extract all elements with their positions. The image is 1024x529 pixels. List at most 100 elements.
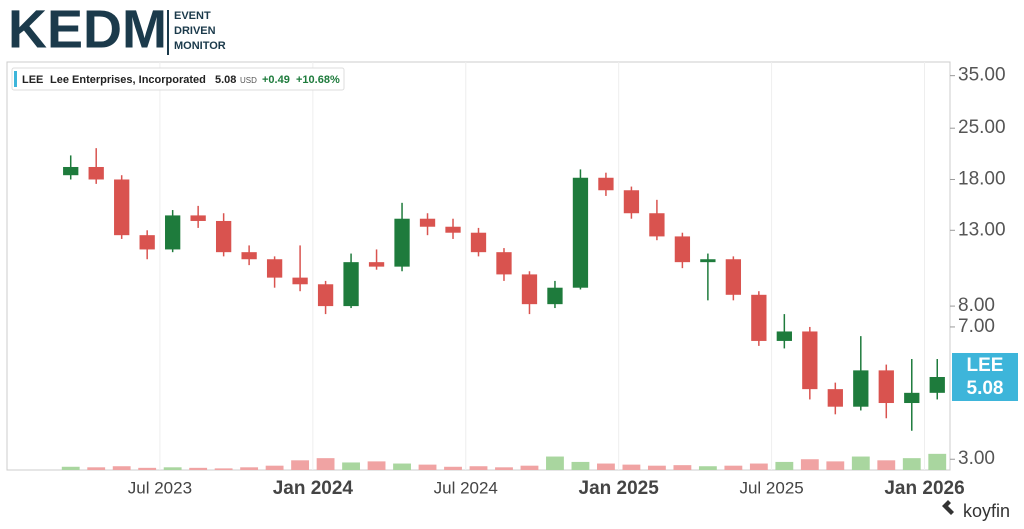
candle-body	[751, 294, 767, 341]
price-tag-price: 5.08	[967, 378, 1004, 399]
candle-body	[215, 220, 232, 253]
volume-bar	[571, 461, 590, 470]
y-tick-label: 13.00	[958, 219, 1006, 240]
volume-bar	[622, 464, 641, 470]
volume-bar	[61, 466, 80, 470]
volume-bar	[851, 456, 870, 470]
candle-body	[649, 213, 665, 237]
legend: LEE Lee Enterprises, Incorporated 5.08 U…	[11, 67, 345, 91]
legend-currency: USD	[240, 76, 257, 85]
x-tick-label: Jan 2024	[273, 478, 354, 499]
legend-ticker: LEE	[22, 74, 43, 86]
candle-body	[343, 262, 359, 307]
candle-body	[419, 218, 436, 227]
candle-body	[802, 331, 818, 390]
volume-bar	[775, 461, 794, 470]
plot-frame	[6, 61, 951, 471]
volume-bar	[418, 464, 437, 470]
candle-body	[725, 259, 742, 295]
candle-body	[190, 215, 206, 221]
tagline: DRIVEN	[174, 25, 216, 37]
candle-body	[904, 392, 920, 404]
volume-bar	[647, 465, 666, 470]
logo: KEDM	[8, 0, 167, 59]
y-tick-label: 18.00	[958, 168, 1006, 189]
legend-box	[11, 67, 345, 91]
candle-body	[165, 215, 181, 250]
candle-body	[266, 259, 283, 278]
candle-body	[445, 226, 461, 233]
volume-bar	[928, 453, 947, 470]
volume-bar	[367, 461, 386, 470]
legend-change-pct: +10.68%	[296, 74, 340, 86]
candle-body	[317, 284, 334, 307]
tagline: MONITOR	[174, 40, 226, 52]
candle-body	[521, 274, 538, 305]
volume-bar	[291, 460, 310, 470]
x-tick-label: Jul 2024	[434, 478, 498, 497]
volume-bar	[520, 465, 539, 470]
volume-bar	[240, 467, 259, 470]
volume-bar	[800, 459, 819, 470]
y-tick-label: 8.00	[958, 295, 995, 316]
volume-bar	[189, 467, 208, 470]
legend-change: +0.49	[262, 74, 290, 86]
volume-bar	[112, 466, 131, 470]
volume-bar	[138, 467, 157, 470]
candle-body	[623, 190, 640, 214]
y-tick-label: 7.00	[958, 316, 995, 337]
volume-bar	[877, 460, 896, 470]
candle-body	[674, 236, 691, 263]
volume-bar	[749, 463, 768, 470]
volume-bar	[163, 467, 182, 470]
volume-bar	[393, 463, 411, 470]
volume-bar	[316, 458, 335, 470]
volume-bar	[265, 465, 284, 470]
volume-bar	[673, 465, 692, 470]
candle-body	[88, 166, 104, 180]
y-tick-label: 25.00	[958, 117, 1006, 138]
candle-body	[776, 331, 792, 341]
legend-name: Lee Enterprises, Incorporated	[50, 74, 206, 86]
candle-body	[572, 177, 589, 288]
volume-bar	[214, 468, 233, 470]
candle-body	[114, 179, 130, 236]
candle-body	[827, 389, 843, 407]
legend-price: 5.08	[215, 74, 236, 86]
legend-swatch	[14, 71, 17, 87]
candle-body	[394, 218, 410, 267]
candle-body	[470, 232, 487, 253]
candle-body	[598, 177, 614, 191]
candle-body	[853, 370, 869, 407]
volume-bar	[495, 467, 513, 470]
volume-bar	[546, 456, 564, 470]
volume-bar	[469, 466, 488, 470]
price-tag-ticker: LEE	[967, 355, 1004, 376]
candle-body	[929, 376, 945, 393]
candle-body	[292, 277, 308, 285]
volume-bar	[724, 465, 743, 470]
candle-body	[139, 235, 155, 250]
volume-bar	[342, 462, 360, 470]
x-tick-label: Jul 2025	[739, 478, 803, 497]
candle-body	[496, 252, 512, 275]
candle-body	[547, 287, 563, 305]
volume-bar	[698, 466, 717, 470]
volume-bar	[87, 467, 106, 470]
volume-bar	[902, 458, 921, 470]
y-tick-label: 35.00	[958, 65, 1006, 86]
volume-bar	[597, 463, 615, 470]
price-tag	[952, 352, 1018, 401]
brand: koyfin	[963, 501, 1010, 521]
volume-bar	[444, 466, 462, 470]
candle-body	[878, 370, 894, 404]
candle-body	[368, 262, 385, 267]
brand-icon	[942, 500, 954, 515]
x-tick-label: Jul 2023	[128, 478, 192, 497]
candle-body	[241, 252, 257, 260]
candle-body	[700, 259, 716, 263]
tagline: EVENT	[174, 10, 211, 22]
y-tick-label: 3.00	[958, 448, 995, 469]
x-tick-label: Jan 2025	[579, 478, 660, 499]
